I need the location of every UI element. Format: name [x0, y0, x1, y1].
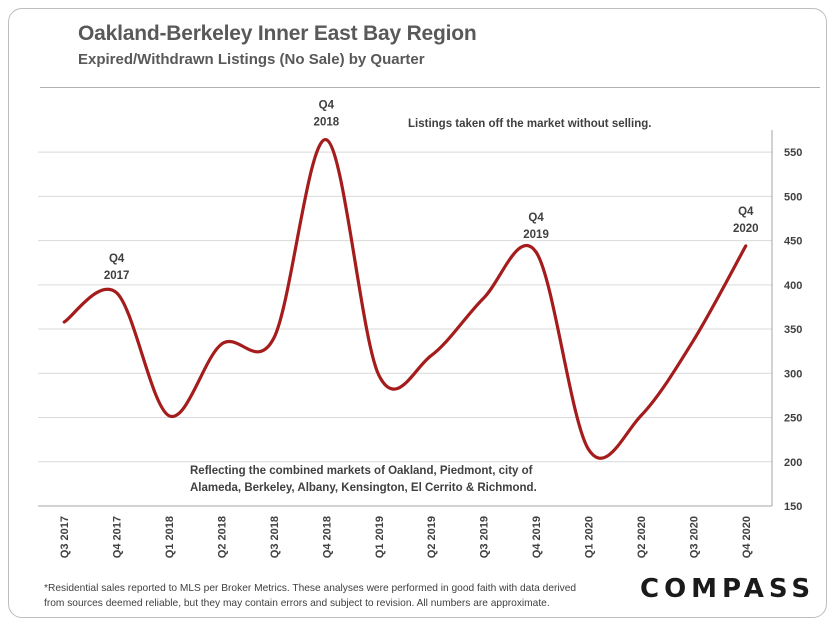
- annotation-q4-2019-line-1: Q4: [528, 212, 544, 224]
- x-tick-label: Q2 2020: [636, 516, 648, 558]
- footnote-line-1: *Residential sales reported to MLS per B…: [44, 583, 577, 594]
- x-tick-label: Q4 2018: [321, 516, 333, 558]
- x-tick-label: Q4 2019: [531, 516, 543, 558]
- peak-annotations: Q4 2017 Q4 2018 Q4 2019 Q4 2020: [104, 100, 759, 282]
- annotation-q4-2020-line-1: Q4: [738, 206, 754, 218]
- header-divider: [40, 87, 820, 88]
- x-tick-label: Q3 2018: [269, 516, 281, 558]
- annotation-q4-2019-line-2: 2019: [523, 229, 549, 241]
- footnote: *Residential sales reported to MLS per B…: [44, 581, 644, 611]
- x-tick-label: Q3 2019: [479, 516, 491, 558]
- x-tick-label: Q1 2020: [584, 516, 596, 558]
- x-tick-label: Q4 2020: [741, 516, 753, 558]
- footnote-line-2: from sources deemed reliable, but they m…: [44, 598, 550, 609]
- chart-frame: [8, 8, 827, 618]
- annotation-q4-2017-line-1: Q4: [109, 253, 125, 265]
- gridlines: [38, 151, 772, 463]
- annotation-q4-2018-line-2: 2018: [314, 117, 340, 129]
- note-bottom-line-2: Alameda, Berkeley, Albany, Kensington, E…: [190, 482, 537, 494]
- x-tick-label: Q4 2017: [112, 516, 124, 558]
- y-tick-label-300: 300: [784, 368, 802, 380]
- annotation-q4-2020-line-2: 2020: [733, 223, 759, 235]
- y-tick-label-550: 550: [784, 147, 802, 159]
- note-bottom-line-1: Reflecting the combined markets of Oakla…: [190, 465, 533, 477]
- annotation-q4-2018-line-1: Q4: [319, 100, 335, 112]
- page-subtitle: Expired/Withdrawn Listings (No Sale) by …: [78, 51, 425, 68]
- x-tick-label: Q2 2018: [217, 516, 229, 558]
- y-tick-label-450: 450: [784, 236, 802, 248]
- y-tick-label-400: 400: [784, 280, 802, 292]
- y-tick-label-350: 350: [784, 324, 802, 336]
- compass-logo: COMPASS: [640, 574, 816, 604]
- series-line: [62, 138, 748, 460]
- x-tick-label: Q2 2019: [426, 516, 438, 558]
- annotation-q4-2017-line-2: 2017: [104, 270, 130, 282]
- y-axis: 150 200 250 300 350 400 450 500 550: [38, 130, 802, 513]
- page-title: Oakland-Berkeley Inner East Bay Region: [78, 22, 477, 45]
- x-axis-ticks: Q3 2017 Q4 2017 Q1 2018 Q2 2018 Q3 2018 Q4 20…: [59, 516, 753, 558]
- x-tick-label: Q1 2018: [164, 516, 176, 558]
- y-tick-label-500: 500: [784, 191, 802, 203]
- y-tick-label-150: 150: [784, 501, 802, 513]
- note-top: Listings taken off the market without se…: [408, 118, 651, 130]
- x-tick-label: Q1 2019: [374, 516, 386, 558]
- x-tick-label: Q3 2017: [59, 516, 71, 558]
- y-tick-label-250: 250: [784, 413, 802, 425]
- y-tick-label-200: 200: [784, 457, 802, 469]
- x-tick-label: Q3 2020: [688, 516, 700, 558]
